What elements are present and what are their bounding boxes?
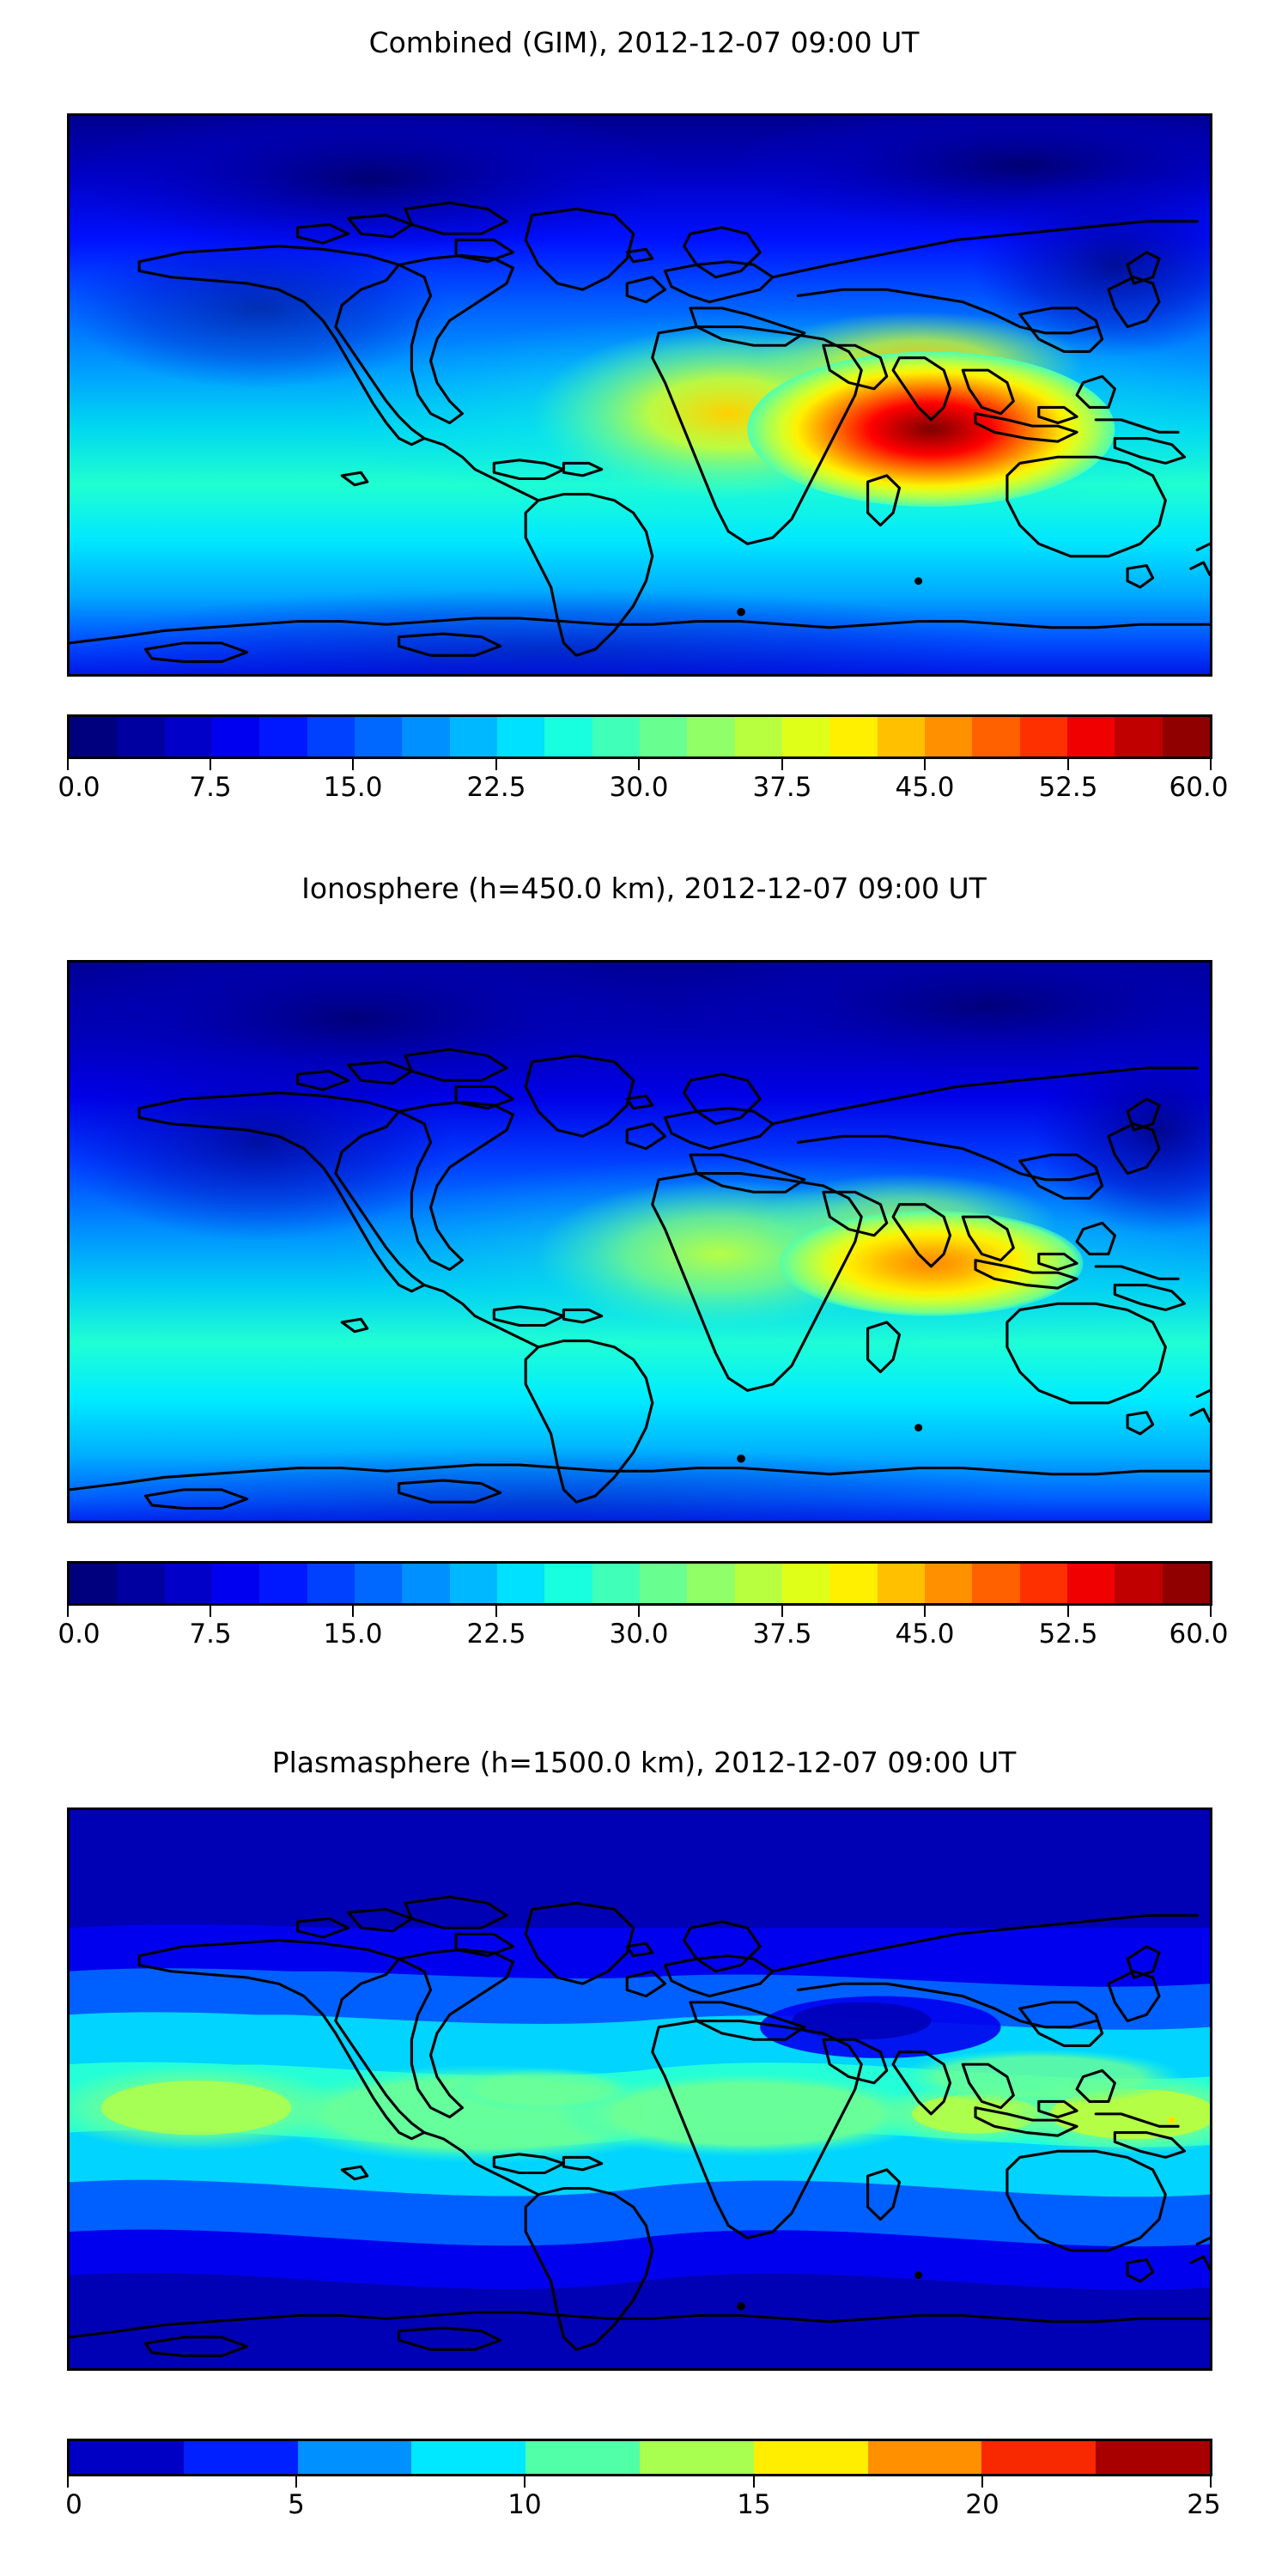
cbar3-tick-4: 20 [965,2489,999,2520]
cbar2-tick-2: 15.0 [323,1619,383,1649]
colorbar-plasmasphere [67,2439,1212,2476]
cbar2-tick-6: 45.0 [895,1619,955,1649]
cbar3-tick-2: 10 [507,2489,542,2520]
colorbar-gradient-plasmasphere [70,2441,1210,2474]
cbar1-tick-8: 60.0 [1169,772,1229,803]
cbar3-tick-3: 15 [737,2489,771,2520]
cbar2-tick-3: 22.5 [466,1619,526,1649]
panel-title-plasmasphere: Plasmasphere (h=1500.0 km), 2012-12-07 0… [271,1746,1017,1779]
map-combined [67,113,1212,677]
colorbar-gradient-ionosphere [70,1564,1210,1603]
colorbar-gradient-combined [70,717,1210,756]
coastlines-ionosphere [70,1048,1210,1510]
cbar3-tick-5: 25 [1187,2489,1221,2520]
colorbar-ticks-ionosphere: 0.0 7.5 15.0 22.5 30.0 37.5 45.0 52.5 60… [58,1606,1229,1657]
cbar2-tick-7: 52.5 [1038,1619,1098,1649]
map-contours-plasmasphere [70,1810,1210,2368]
cbar1-tick-7: 52.5 [1038,772,1098,803]
cbar1-tick-0: 0.0 [58,772,100,803]
colorbar-ionosphere [67,1561,1212,1606]
cbar2-tick-1: 7.5 [189,1619,232,1649]
map-plasmasphere [67,1807,1212,2371]
cbar1-tick-4: 30.0 [609,772,669,803]
panel-title-combined: Combined (GIM), 2012-12-07 09:00 UT [368,26,920,59]
cbar2-tick-4: 30.0 [609,1619,669,1649]
map-contours-ionosphere [70,963,1210,1521]
cbar1-tick-1: 7.5 [189,772,232,803]
cbar2-tick-5: 37.5 [752,1619,812,1649]
map-contours-combined [70,116,1210,674]
cbar2-tick-8: 60.0 [1169,1619,1229,1649]
cbar1-tick-6: 45.0 [895,772,955,803]
cbar3-tick-0: 0 [65,2489,82,2520]
cbar3-tick-1: 5 [288,2489,305,2520]
cbar1-tick-3: 22.5 [466,772,526,803]
cbar1-tick-5: 37.5 [752,772,812,803]
colorbar-combined [67,714,1212,759]
cbar1-tick-2: 15.0 [323,772,383,803]
colorbar-ticks-plasmasphere: 0 5 10 15 20 25 [65,2476,1221,2528]
panel-title-ionosphere: Ionosphere (h=450.0 km), 2012-12-07 09:0… [301,872,987,905]
cbar2-tick-0: 0.0 [58,1619,100,1649]
coastlines-combined [70,201,1210,664]
colorbar-ticks-combined: 0.0 7.5 15.0 22.5 30.0 37.5 45.0 52.5 60… [58,759,1229,811]
coastlines-plasmasphere [70,1895,1210,2358]
map-ionosphere [67,960,1212,1523]
